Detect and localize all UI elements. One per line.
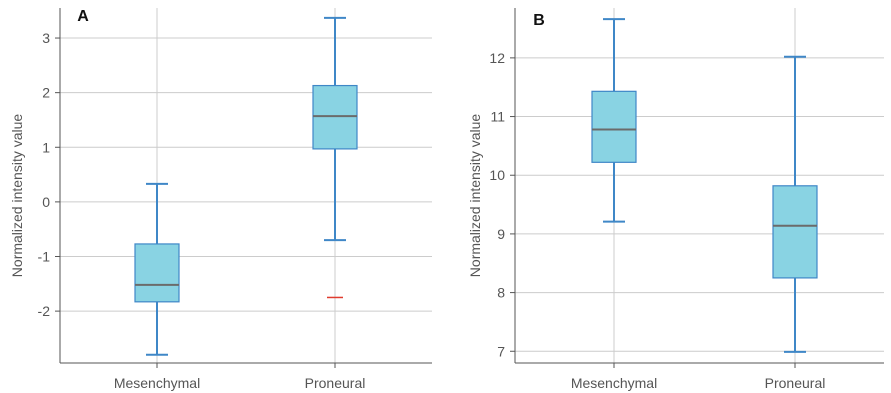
y-tick-label: -1 [38,249,51,265]
y-tick-label: 2 [42,85,50,101]
x-category-label: Mesenchymal [571,375,657,391]
panel-label: B [533,12,545,29]
y-tick-label: 11 [490,109,505,125]
y-axis-title: Normalized intensity value [9,114,25,278]
y-tick-label: -2 [38,303,51,319]
box-iqr [312,84,358,150]
x-category-label: Proneural [765,375,826,391]
y-axis-title: Normalized intensity value [467,114,483,278]
x-category-label: Proneural [305,375,366,391]
x-category-label: Mesenchymal [114,375,200,391]
y-tick-label: 9 [497,226,505,242]
y-tick-label: 10 [489,167,505,183]
box-iqr [772,185,818,279]
box-iqr [134,243,180,303]
y-tick-label: 0 [42,194,50,210]
box-iqr [591,90,637,163]
y-tick-label: 12 [489,50,505,66]
y-tick-label: 8 [497,285,505,301]
y-tick-label: 7 [497,343,505,359]
y-tick-label: 1 [42,139,50,155]
y-tick-label: 3 [42,30,50,46]
panel-a: -2 -1 0 1 2 3 Mesenchymal Proneural Normalized i… [9,8,432,391]
panel-label: A [77,8,89,25]
panel-b: 7 8 9 10 11 12 Mesenchymal Proneural Normalized … [467,8,884,391]
